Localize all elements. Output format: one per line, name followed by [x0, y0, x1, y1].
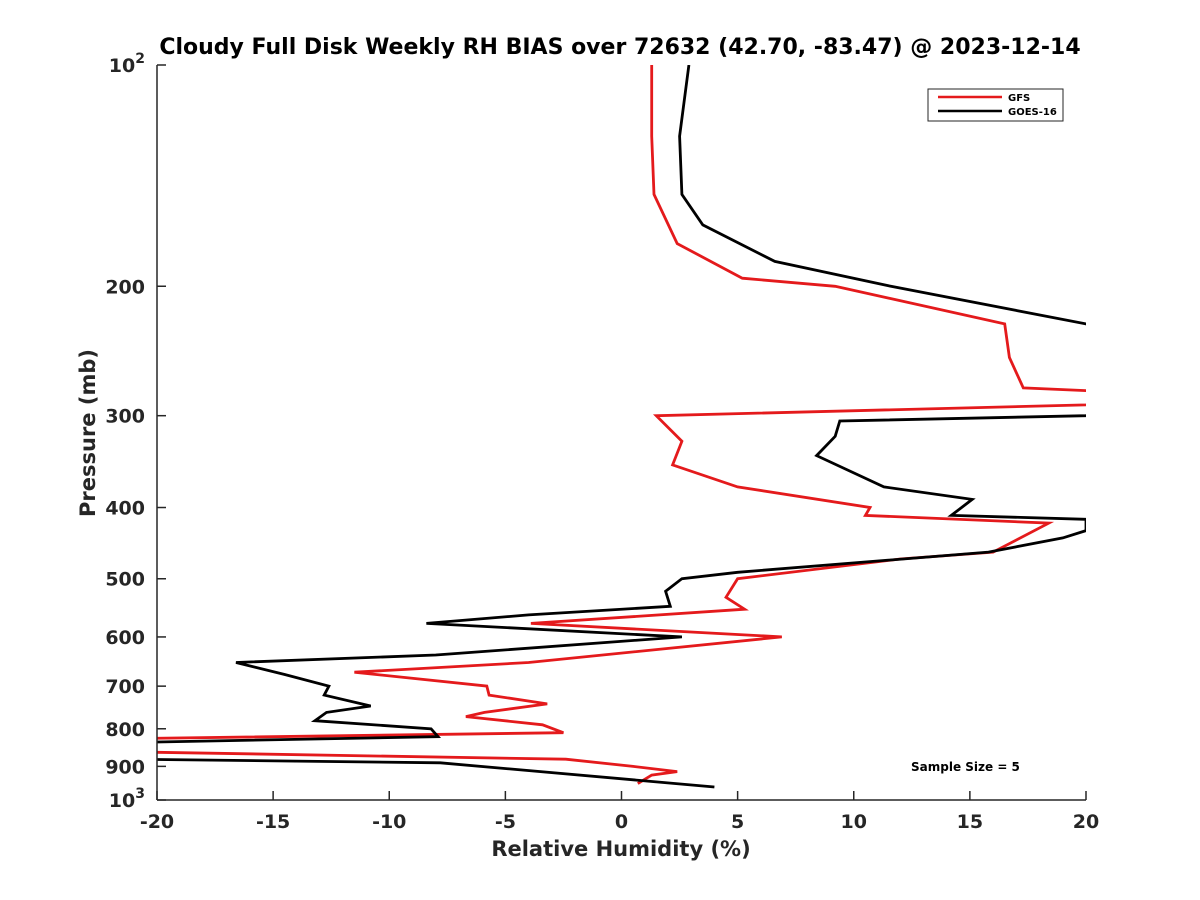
y-axis-ticks: 102 200 300 400 500 600 700 800 900 103	[105, 51, 166, 812]
legend-label-goes16: GOES-16	[1008, 107, 1057, 118]
y-tick-label: 300	[105, 406, 145, 428]
sample-size-annotation: Sample Size = 5	[911, 760, 1020, 774]
x-axis-label: Relative Humidity (%)	[491, 837, 750, 861]
y-tick-label: 600	[105, 627, 145, 649]
x-tick-label: 20	[1073, 811, 1099, 833]
x-tick-label: -20	[140, 811, 174, 833]
y-tick-label: 700	[105, 676, 145, 698]
y-tick-label: 103	[109, 786, 145, 812]
x-tick-label: -15	[256, 811, 290, 833]
y-tick-label: 400	[105, 498, 145, 520]
y-tick-label: 102	[109, 51, 145, 77]
legend-box	[927, 88, 1064, 122]
series-line-gfs	[157, 65, 1086, 785]
legend: GFS GOES-16	[927, 88, 1064, 122]
x-tick-label: 15	[957, 811, 983, 833]
chart-title: Cloudy Full Disk Weekly RH BIAS over 726…	[159, 35, 1080, 60]
x-tick-label: 10	[841, 811, 867, 833]
x-tick-label: 5	[731, 811, 744, 833]
x-axis-ticks: -20 -15 -10 -5 0 5 10 15 20	[140, 791, 1099, 833]
x-tick-label: 0	[615, 811, 628, 833]
series-line-goes16	[157, 65, 1086, 789]
x-tick-label: -10	[372, 811, 406, 833]
y-tick-label: 200	[105, 276, 145, 298]
x-tick-label: -5	[495, 811, 516, 833]
y-tick-label: 800	[105, 719, 145, 741]
y-tick-label: 900	[105, 756, 145, 778]
legend-label-gfs: GFS	[1008, 93, 1030, 104]
y-axis-label: Pressure (mb)	[76, 349, 100, 517]
series-lines	[157, 65, 1086, 789]
y-tick-label: 500	[105, 569, 145, 591]
